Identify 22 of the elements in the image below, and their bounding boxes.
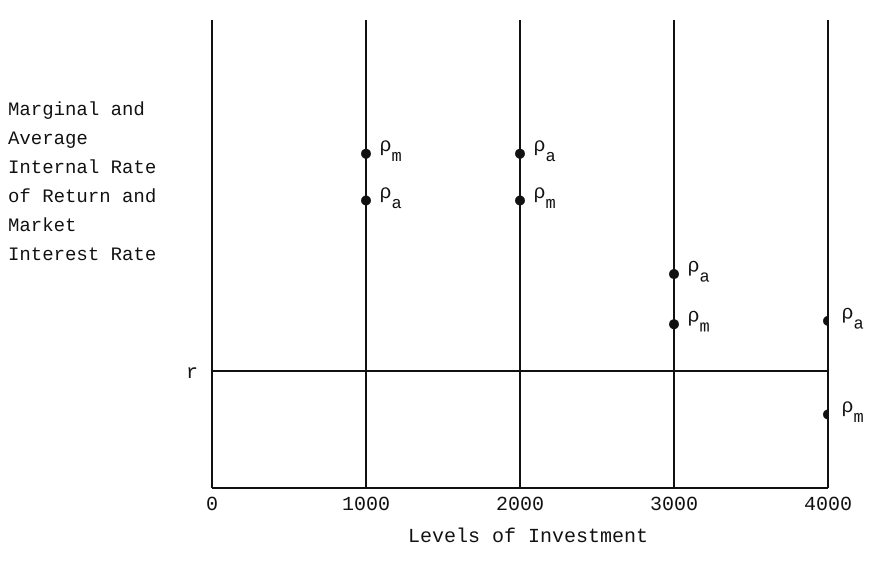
text: ρ$_{a}$ [379, 182, 402, 214]
point [669, 269, 679, 280]
text: ρ$_{a}$ [533, 135, 556, 167]
point [361, 196, 371, 206]
x-tick-label: 0 [206, 494, 218, 518]
text: ρ$_{a}$ [841, 302, 864, 334]
x-tick-label: 4000 [804, 494, 852, 518]
x-tick-label: 2000 [496, 494, 544, 518]
point [669, 319, 679, 330]
series-label: ρ$_{m}$ [841, 396, 864, 428]
x-tick-label: 1000 [342, 494, 390, 518]
x-axis-title: Levels of Investment [406, 526, 650, 549]
text: ρ$_{m}$ [379, 135, 402, 167]
point [361, 148, 371, 159]
y-axis-title: Marginal and Average Internal Rate of Return and Market Interest Rate [8, 98, 158, 268]
ref-line-label: r [186, 362, 198, 386]
point [515, 148, 525, 159]
series-label: ρ$_{a}$ [687, 256, 710, 288]
point [515, 196, 525, 206]
text: ρ$_{m}$ [533, 182, 556, 214]
x-tick-label: 3000 [650, 494, 698, 518]
text: ρ$_{m}$ [687, 306, 710, 338]
